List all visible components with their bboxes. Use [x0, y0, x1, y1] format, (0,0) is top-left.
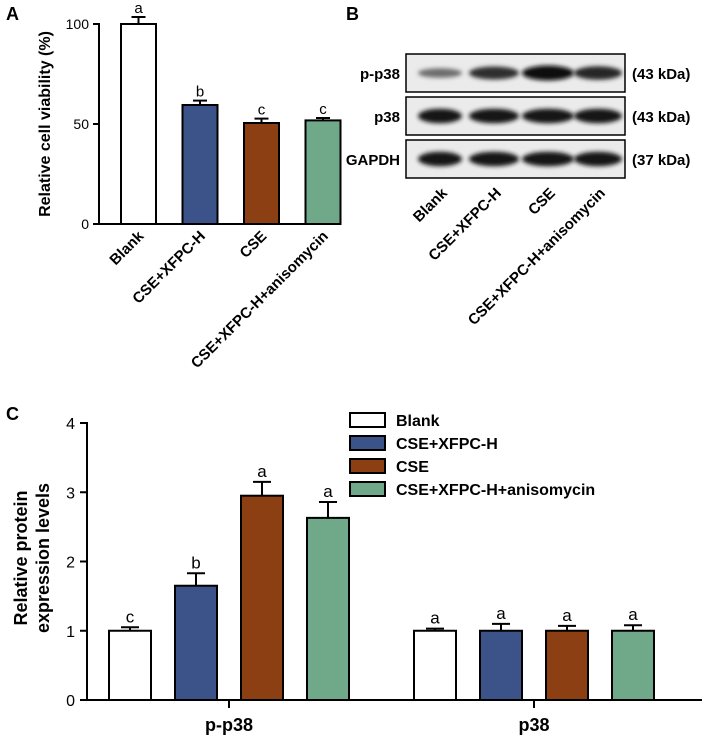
panel-a-y-tick-label: 50: [73, 116, 89, 132]
panel-c-significance-letter: a: [430, 609, 440, 628]
panel-c-significance-letter: a: [628, 605, 638, 624]
panel-c-bar: [306, 516, 350, 701]
blot-kda-label: (43 kDa): [632, 66, 690, 83]
panel-c-y-tick-label: 2: [66, 555, 75, 572]
panel-b-letter: B: [346, 4, 359, 24]
panel-a-bar: [243, 122, 280, 225]
panel-c-bars: c b a a a a a a: [108, 462, 655, 701]
panel-a-significance-letter: a: [134, 0, 143, 17]
panel-c-significance-letter: c: [126, 607, 135, 626]
panel-a-letter: A: [6, 4, 19, 24]
blot-band: [418, 108, 462, 124]
blot-row-label: p-p38: [360, 66, 400, 83]
panel-c-y-tick-label: 1: [66, 624, 75, 641]
panel-c-legend-swatch: [349, 481, 386, 497]
panel-c-significance-letter: b: [191, 553, 200, 572]
panel-c: C Relative protein expression levels 0 1 2…: [6, 404, 702, 735]
panel-a-bar: [181, 104, 219, 225]
panel-a: A Relative cell viability (%) 0 50 100 a b c…: [6, 0, 342, 372]
panel-c-category-labels: p-p38 p38: [205, 700, 550, 735]
blot-row-label: p38: [374, 109, 400, 126]
panel-a-significance-letter: b: [196, 84, 204, 101]
panel-c-y-tick-label: 0: [66, 693, 75, 710]
blot-band: [469, 108, 519, 124]
panel-a-category-label: Blank: [106, 227, 147, 268]
blot-band: [574, 108, 622, 124]
panel-c-y-tick-label: 3: [66, 485, 75, 502]
panel-c-y-axis-label-line2: expression levels: [33, 483, 53, 633]
panel-c-legend-label: CSE+XFPC-H+anisomycin: [396, 482, 595, 499]
panel-c-y-axis-label: Relative protein expression levels: [11, 483, 53, 633]
panel-c-y-ticks: 0 1 2 3 4: [66, 416, 87, 710]
panel-a-bars: a b c c: [120, 0, 342, 225]
blot-band: [574, 151, 622, 167]
panel-c-legend-label: CSE: [396, 459, 429, 476]
panel-c-legend-swatch: [349, 412, 386, 428]
blot-band: [522, 108, 574, 124]
blot-band: [418, 151, 462, 167]
panel-c-bar: [413, 629, 457, 701]
panel-c-category-label: p-p38: [205, 715, 253, 735]
panel-c-significance-letter: a: [257, 462, 267, 481]
panel-c-bar: [611, 629, 655, 701]
panel-c-letter: C: [6, 404, 19, 424]
blot-band: [469, 151, 519, 167]
panel-c-significance-letter: a: [562, 606, 572, 625]
panel-a-y-ticks: 0 50 100: [66, 16, 99, 232]
panel-c-bar: [108, 629, 152, 701]
panel-c-legend-label: CSE+XFPC-H: [396, 436, 498, 453]
panel-c-category-label: p38: [518, 715, 549, 735]
panel-a-category-label: CSE: [236, 228, 270, 262]
panel-c-y-axis-label-line1: Relative protein: [11, 490, 31, 625]
panel-c-legend-swatch: [349, 435, 386, 451]
panel-a-bar: [304, 119, 342, 225]
blot-band: [469, 66, 519, 80]
panel-b: B p-p38 (43 kDa)p38 (43 kDa)GAPDH (37 kDa) …: [346, 4, 691, 329]
blot-kda-label: (43 kDa): [632, 109, 690, 126]
western-blot: p-p38 (43 kDa) p38 (43 kDa) GAPDH (37 kDa): [346, 53, 690, 179]
panel-a-significance-letter: c: [319, 101, 327, 118]
blot-band: [418, 68, 462, 78]
panel-c-bar: [240, 494, 284, 701]
panel-a-y-tick-label: 100: [66, 16, 90, 32]
blot-lane-label: Blank: [410, 184, 451, 225]
blot-kda-label: (37 kDa): [632, 152, 690, 169]
panel-c-bar: [174, 584, 218, 701]
panel-c-bar: [479, 629, 523, 701]
panel-a-y-axis-label: Relative cell viability (%): [37, 31, 54, 217]
blot-band: [522, 65, 574, 81]
panel-c-y-tick-label: 4: [66, 416, 75, 433]
panel-c-legend-swatch: [349, 458, 386, 474]
panel-a-y-tick-label: 0: [81, 216, 89, 232]
blot-lane-label: CSE: [525, 185, 559, 219]
blot-band: [522, 151, 574, 167]
panel-c-bar: [545, 629, 589, 701]
panel-c-significance-letter: a: [323, 482, 333, 501]
panel-c-legend-label: Blank: [396, 413, 440, 430]
blot-row-label: GAPDH: [346, 152, 400, 169]
panel-a-bar: [120, 23, 157, 225]
panel-c-legend: Blank CSE+XFPC-H CSE CSE+XFPC-H+anisomycin: [349, 412, 595, 499]
panel-c-significance-letter: a: [496, 604, 506, 623]
panel-a-significance-letter: c: [258, 102, 266, 119]
blot-band: [574, 66, 622, 80]
